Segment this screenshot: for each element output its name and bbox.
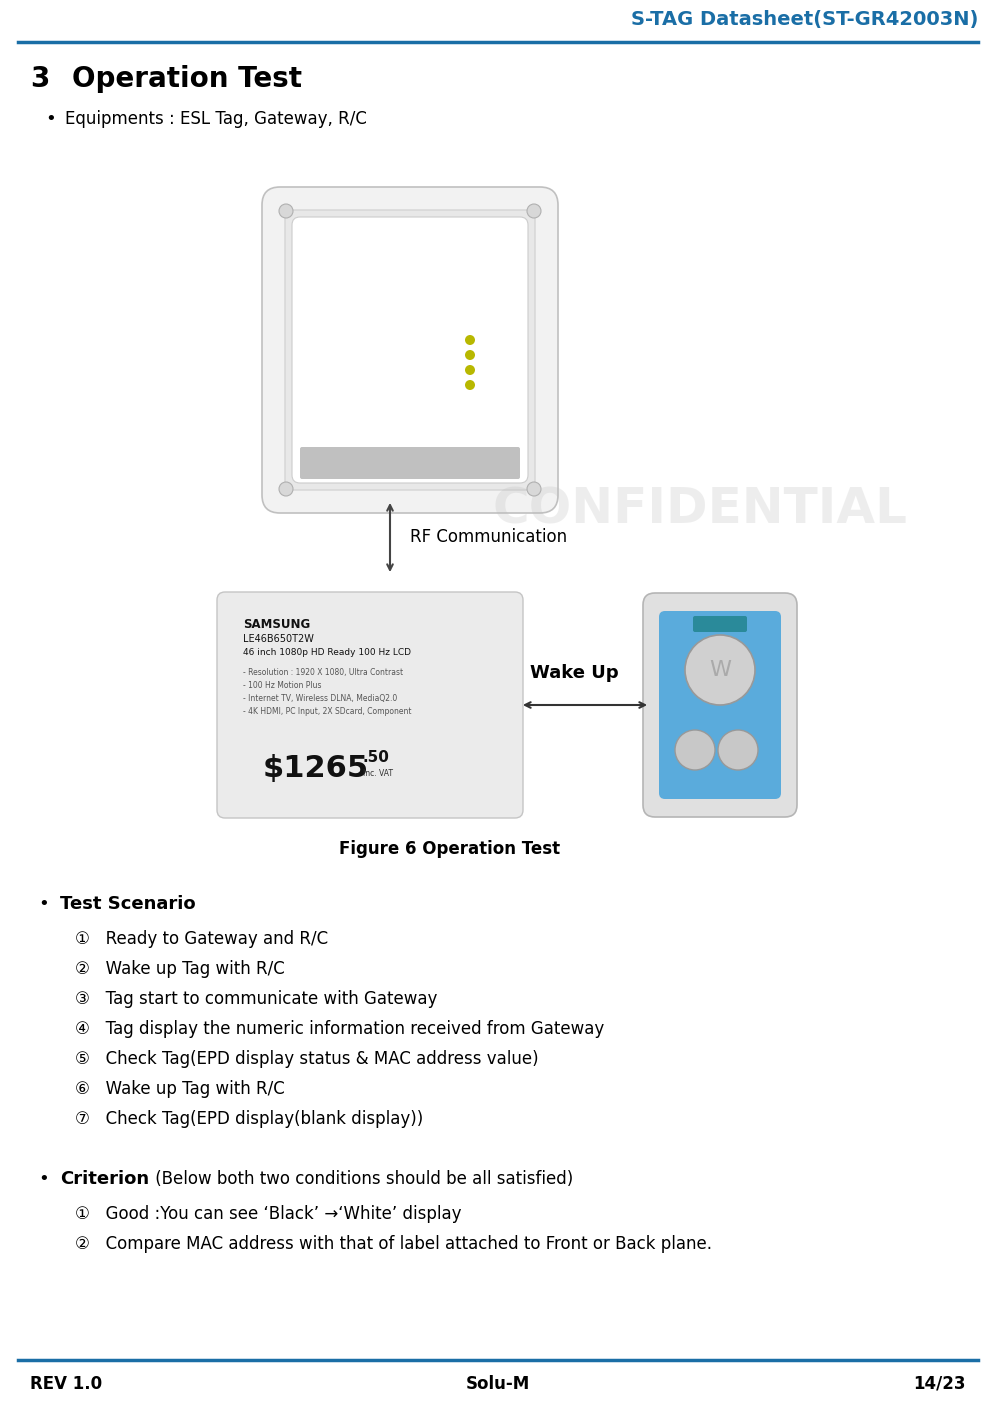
Circle shape <box>279 204 293 219</box>
Text: Operation Test: Operation Test <box>72 65 302 93</box>
Text: Inc. VAT: Inc. VAT <box>363 770 393 778</box>
Text: •: • <box>38 895 49 914</box>
Text: ②   Wake up Tag with R/C: ② Wake up Tag with R/C <box>75 960 285 979</box>
Text: 14/23: 14/23 <box>913 1375 966 1393</box>
Text: - 100 Hz Motion Plus: - 100 Hz Motion Plus <box>243 681 322 689</box>
Circle shape <box>527 482 541 496</box>
Circle shape <box>675 730 715 770</box>
Text: ⑤   Check Tag(EPD display status & MAC address value): ⑤ Check Tag(EPD display status & MAC add… <box>75 1050 539 1067</box>
Text: •: • <box>45 110 56 128</box>
Text: S-TAG Datasheet(ST-GR42003N): S-TAG Datasheet(ST-GR42003N) <box>630 10 978 30</box>
Text: •: • <box>38 1170 49 1189</box>
Text: Figure 6 Operation Test: Figure 6 Operation Test <box>340 840 561 859</box>
Text: ④   Tag display the numeric information received from Gateway: ④ Tag display the numeric information re… <box>75 1019 605 1038</box>
Text: ⑦   Check Tag(EPD display(blank display)): ⑦ Check Tag(EPD display(blank display)) <box>75 1110 423 1128</box>
Text: 46 inch 1080p HD Ready 100 Hz LCD: 46 inch 1080p HD Ready 100 Hz LCD <box>243 649 411 657</box>
Circle shape <box>718 730 758 770</box>
Text: ②   Compare MAC address with that of label attached to Front or Back plane.: ② Compare MAC address with that of label… <box>75 1235 712 1253</box>
Text: 3: 3 <box>30 65 50 93</box>
Text: Solu-M: Solu-M <box>466 1375 530 1393</box>
Text: W: W <box>709 660 731 680</box>
Text: - Resolution : 1920 X 1080, Ultra Contrast: - Resolution : 1920 X 1080, Ultra Contra… <box>243 668 403 677</box>
Text: ⑥   Wake up Tag with R/C: ⑥ Wake up Tag with R/C <box>75 1080 285 1098</box>
Text: LE46B650T2W: LE46B650T2W <box>243 634 314 644</box>
FancyBboxPatch shape <box>262 188 558 513</box>
Text: CONFIDENTIAL: CONFIDENTIAL <box>492 486 907 534</box>
FancyBboxPatch shape <box>643 594 797 816</box>
Text: REV 1.0: REV 1.0 <box>30 1375 103 1393</box>
Text: Equipments : ESL Tag, Gateway, R/C: Equipments : ESL Tag, Gateway, R/C <box>65 110 367 128</box>
Text: (Below both two conditions should be all satisfied): (Below both two conditions should be all… <box>150 1170 574 1189</box>
FancyBboxPatch shape <box>659 611 781 799</box>
Text: Wake Up: Wake Up <box>530 664 619 682</box>
Text: - Internet TV, Wireless DLNA, MediaQ2.0: - Internet TV, Wireless DLNA, MediaQ2.0 <box>243 694 397 704</box>
Text: ①   Ready to Gateway and R/C: ① Ready to Gateway and R/C <box>75 931 328 948</box>
Circle shape <box>279 482 293 496</box>
FancyBboxPatch shape <box>693 616 747 632</box>
Text: Criterion: Criterion <box>60 1170 149 1189</box>
Text: RF Communication: RF Communication <box>410 529 567 547</box>
Circle shape <box>465 365 475 375</box>
Circle shape <box>685 634 755 705</box>
Text: SAMSUNG: SAMSUNG <box>243 618 310 632</box>
FancyBboxPatch shape <box>217 592 523 818</box>
Text: - 4K HDMI, PC Input, 2X SDcard, Component: - 4K HDMI, PC Input, 2X SDcard, Componen… <box>243 706 411 716</box>
Circle shape <box>465 350 475 360</box>
Text: ③   Tag start to communicate with Gateway: ③ Tag start to communicate with Gateway <box>75 990 437 1008</box>
Text: Test Scenario: Test Scenario <box>60 895 195 914</box>
FancyBboxPatch shape <box>285 210 535 491</box>
Text: .50: .50 <box>363 750 389 766</box>
Circle shape <box>465 336 475 345</box>
FancyBboxPatch shape <box>292 217 528 484</box>
Circle shape <box>465 381 475 391</box>
Text: $1265: $1265 <box>263 753 370 783</box>
FancyBboxPatch shape <box>300 447 520 479</box>
Text: ①   Good :You can see ‘Black’ →‘White’ display: ① Good :You can see ‘Black’ →‘White’ dis… <box>75 1206 461 1222</box>
Circle shape <box>527 204 541 219</box>
